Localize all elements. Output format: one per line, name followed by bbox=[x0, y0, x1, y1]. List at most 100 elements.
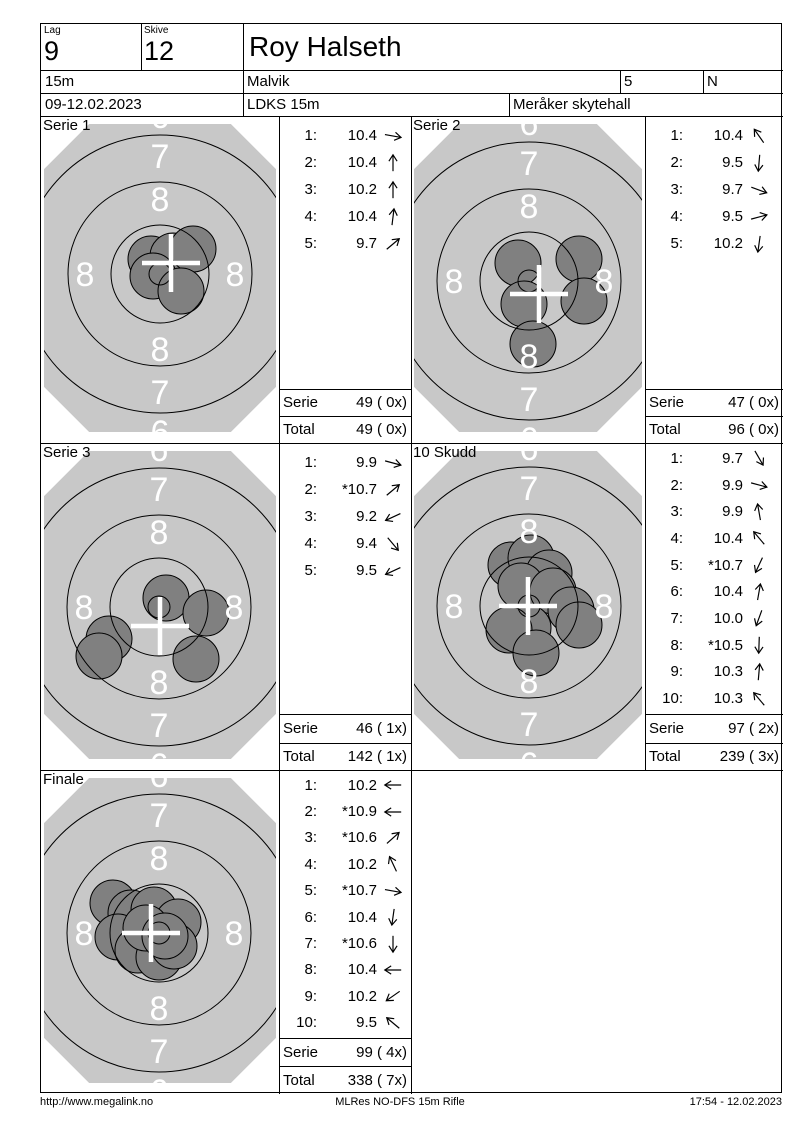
total-sum-value: 49 ( 0x) bbox=[356, 421, 407, 438]
shot-direction-arrow-icon bbox=[751, 185, 768, 195]
shot-direction-arrow-icon bbox=[387, 536, 399, 551]
shot-number: 6: bbox=[304, 908, 317, 926]
grid-line bbox=[41, 70, 783, 71]
lag-cell: Lag 9 bbox=[41, 24, 141, 70]
shot-value: 10.4 bbox=[347, 908, 377, 926]
ring-label-6: 6 bbox=[150, 770, 169, 795]
shot-number: 2: bbox=[304, 803, 317, 821]
total-sum-label: Total bbox=[649, 421, 681, 438]
grid-line bbox=[41, 443, 783, 444]
shot-row: 10: 9.5 bbox=[279, 1010, 411, 1036]
shot-list-serie-3: 1: 9.9 2: *10.7 3: 9.2 4: 9.4 5: 9.5 bbox=[279, 443, 411, 714]
ring-label-8: 8 bbox=[595, 588, 614, 626]
shot-arrow bbox=[377, 1013, 409, 1033]
shot-number: 3: bbox=[670, 181, 683, 198]
shot-row: 4: 10.4 bbox=[279, 203, 411, 230]
mpi-cross-marker bbox=[499, 577, 557, 635]
shot-row: 4: 9.5 bbox=[645, 203, 783, 230]
shot-number: 4: bbox=[670, 529, 683, 547]
ring-label-6: 6 bbox=[150, 443, 169, 469]
shot-row: 3: 10.2 bbox=[279, 176, 411, 203]
shot-arrow bbox=[743, 448, 775, 468]
shot-value: 10.2 bbox=[347, 855, 377, 873]
grid-line bbox=[645, 743, 783, 744]
ring-label-6: 6 bbox=[151, 414, 170, 443]
score-panel-serie-3: 1: 9.9 2: *10.7 3: 9.2 4: 9.4 5: 9.5 Serie 46 ( 1x)… bbox=[279, 443, 411, 770]
shot-row: 1: 10.4 bbox=[645, 122, 783, 149]
shot-hole bbox=[509, 320, 557, 368]
dates-value: 09-12.02.2023 bbox=[45, 96, 142, 113]
shot-row: 6: 10.4 bbox=[279, 904, 411, 930]
grid-line bbox=[279, 743, 411, 744]
ring-label-7: 7 bbox=[520, 470, 539, 508]
mpi-cross-marker bbox=[122, 904, 180, 962]
total-sum-value: 338 ( 7x) bbox=[347, 1071, 407, 1089]
ring-label-6: 6 bbox=[150, 747, 169, 770]
shot-arrow bbox=[743, 126, 775, 146]
shot-value: 10.3 bbox=[713, 663, 743, 681]
shot-row: 4: 9.4 bbox=[279, 530, 411, 557]
shot-arrow bbox=[377, 153, 409, 173]
field6-value: N bbox=[707, 73, 718, 90]
serie-sum-row-finale: Serie 99 ( 4x) bbox=[279, 1038, 411, 1066]
venue-value: Meråker skytehall bbox=[513, 96, 631, 113]
grid-line bbox=[41, 770, 783, 771]
shot-number: 5: bbox=[304, 235, 317, 252]
lag-label: Lag bbox=[44, 25, 61, 36]
shot-hole bbox=[182, 589, 230, 637]
shot-direction-arrow-icon bbox=[383, 806, 402, 817]
shot-arrow bbox=[743, 234, 775, 254]
series-title-finale: Finale bbox=[43, 771, 84, 788]
shot-row: 9: 10.2 bbox=[279, 983, 411, 1009]
shot-row: 3: 9.9 bbox=[645, 498, 783, 525]
ring-label-7: 7 bbox=[520, 145, 539, 183]
grid-line bbox=[509, 93, 510, 116]
shot-number: 2: bbox=[304, 481, 317, 498]
shot-arrow bbox=[377, 534, 409, 554]
grid-line bbox=[279, 416, 411, 417]
shooter-name: Roy Halseth bbox=[249, 31, 402, 62]
shot-direction-arrow-icon bbox=[388, 935, 398, 953]
serie-sum-value: 97 ( 2x) bbox=[728, 720, 779, 737]
score-panel-serie-1: 1: 10.4 2: 10.4 3: 10.2 4: 10.4 5: 9.7 Serie 49 ( 0… bbox=[279, 116, 411, 443]
shot-value: 9.9 bbox=[722, 476, 743, 494]
range-value: 15m bbox=[45, 73, 75, 90]
shot-value: 10.3 bbox=[713, 690, 743, 708]
shot-number: 4: bbox=[304, 855, 317, 873]
serie-sum-value: 99 ( 4x) bbox=[356, 1043, 407, 1061]
shot-row: 5: 9.5 bbox=[279, 557, 411, 584]
shot-direction-arrow-icon bbox=[750, 211, 768, 221]
shot-direction-arrow-icon bbox=[388, 207, 398, 225]
series-title-10-skudd: 10 Skudd bbox=[413, 444, 477, 461]
shot-value: 10.4 bbox=[347, 961, 377, 979]
shot-row: 1: 10.4 bbox=[279, 122, 411, 149]
ring-label-6: 6 bbox=[520, 443, 539, 468]
shot-number: 4: bbox=[304, 208, 317, 225]
serie-sum-value: 49 ( 0x) bbox=[356, 394, 407, 411]
shot-direction-arrow-icon bbox=[388, 180, 398, 198]
ring-label-8: 8 bbox=[520, 513, 539, 551]
score-panel-finale: 1: 10.2 2: *10.9 3: *10.6 4: 10.2 5: *10.7 6: 10.4 7… bbox=[279, 770, 411, 1094]
dates-cell: 09-12.02.2023 bbox=[41, 93, 243, 116]
shot-arrow bbox=[377, 507, 409, 527]
shot-arrow bbox=[377, 453, 409, 473]
shot-arrow bbox=[743, 608, 775, 628]
shot-direction-arrow-icon bbox=[754, 582, 764, 600]
shot-arrow bbox=[377, 934, 409, 954]
shot-list-serie-1: 1: 10.4 2: 10.4 3: 10.2 4: 10.4 5: 9.7 bbox=[279, 116, 411, 389]
shot-number: 10: bbox=[296, 1014, 317, 1032]
ring-label-8: 8 bbox=[520, 663, 539, 701]
shot-row: 3: 9.7 bbox=[645, 176, 783, 203]
shot-value: *10.5 bbox=[707, 636, 743, 654]
shot-direction-arrow-icon bbox=[386, 831, 400, 844]
ring-label-8: 8 bbox=[520, 338, 539, 376]
shot-direction-arrow-icon bbox=[385, 1016, 400, 1029]
shot-number: 8: bbox=[304, 961, 317, 979]
shot-value: 9.7 bbox=[722, 181, 743, 198]
shot-list-finale: 1: 10.2 2: *10.9 3: *10.6 4: 10.2 5: *10.7 6: 10.4 7… bbox=[279, 770, 411, 1038]
shot-value: 9.5 bbox=[356, 1014, 377, 1032]
shot-arrow bbox=[377, 126, 409, 146]
shot-direction-arrow-icon bbox=[750, 481, 768, 491]
